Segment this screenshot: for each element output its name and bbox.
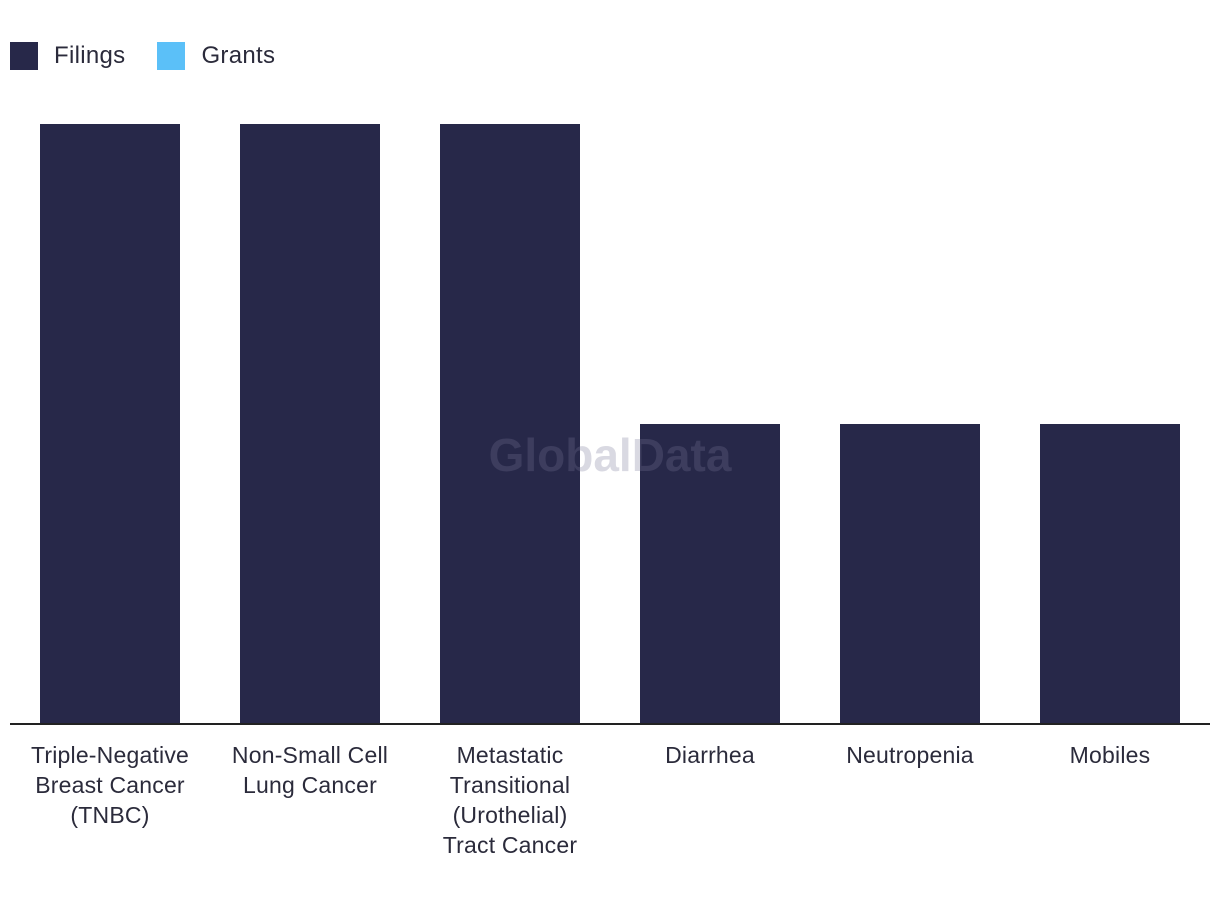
bar-filings-2[interactable] xyxy=(440,124,580,724)
x-tick-label: Diarrhea xyxy=(665,742,755,768)
x-tick-label: Neutropenia xyxy=(846,742,974,768)
bar-filings-5[interactable] xyxy=(1040,424,1180,724)
legend-item-filings[interactable]: Filings xyxy=(10,42,125,70)
chart-legend: Filings Grants xyxy=(10,42,307,70)
x-tick-label: Mobiles xyxy=(1069,742,1151,768)
bar-filings-3[interactable] xyxy=(640,424,780,724)
legend-swatch-grants xyxy=(157,42,186,70)
x-tick-label: Non-Small Cell Lung Cancer xyxy=(231,742,389,798)
x-tick-label: Triple-Negative Breast Cancer (TNBC) xyxy=(30,742,190,828)
bar-filings-0[interactable] xyxy=(40,124,180,724)
bars-group xyxy=(40,124,1180,724)
legend-label-filings: Filings xyxy=(54,42,126,69)
bar-filings-4[interactable] xyxy=(840,424,980,724)
bar-filings-1[interactable] xyxy=(240,124,380,724)
x-tick-label: Metastatic Transitional (Urothelial) Tra… xyxy=(442,742,578,858)
legend-label-grants: Grants xyxy=(201,42,276,69)
legend-item-grants[interactable]: Grants xyxy=(157,42,275,70)
legend-swatch-filings xyxy=(10,42,38,70)
